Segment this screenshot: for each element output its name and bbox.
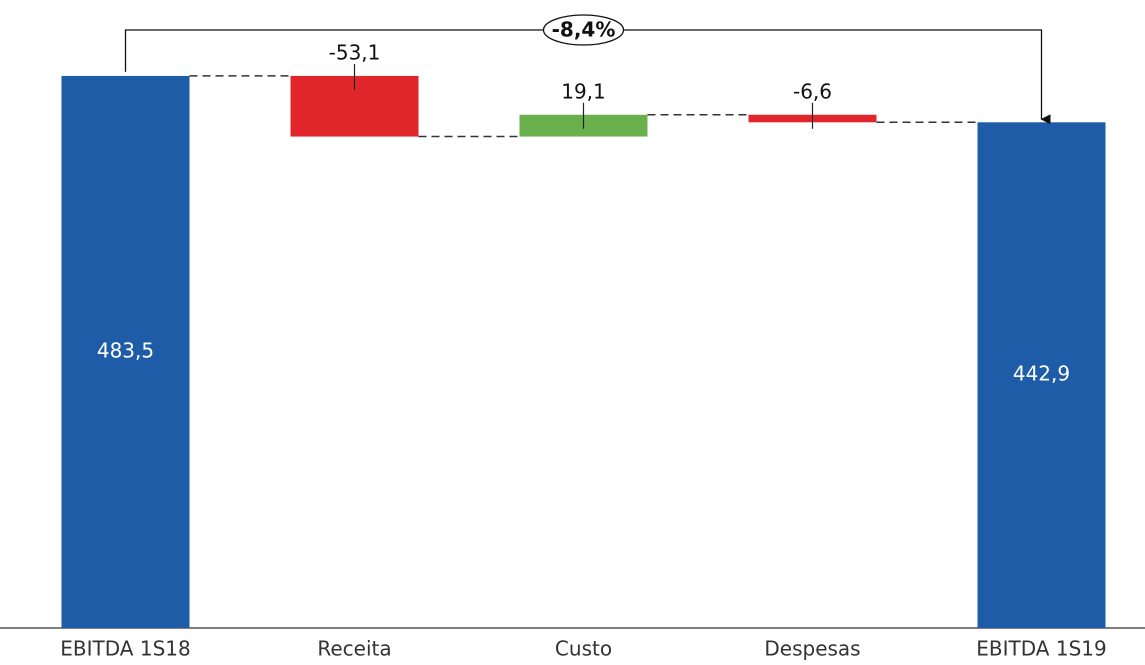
value-label: 19,1 <box>561 79 606 103</box>
value-label: -53,1 <box>329 40 381 64</box>
value-label: 442,9 <box>1013 362 1070 386</box>
x-tick-label: EBITDA 1S18 <box>60 637 190 661</box>
bar <box>977 122 1106 628</box>
annotation-badge <box>542 14 625 46</box>
value-label: -6,6 <box>793 79 832 103</box>
value-label: 483,5 <box>97 338 154 362</box>
annotation: -8,4% <box>552 18 616 42</box>
bar <box>61 75 190 628</box>
x-tick-label: Custo <box>555 637 612 661</box>
x-tick-label: Despesas <box>764 637 860 661</box>
x-tick-label: EBITDA 1S19 <box>976 637 1106 661</box>
x-tick-label: Receita <box>317 637 391 661</box>
